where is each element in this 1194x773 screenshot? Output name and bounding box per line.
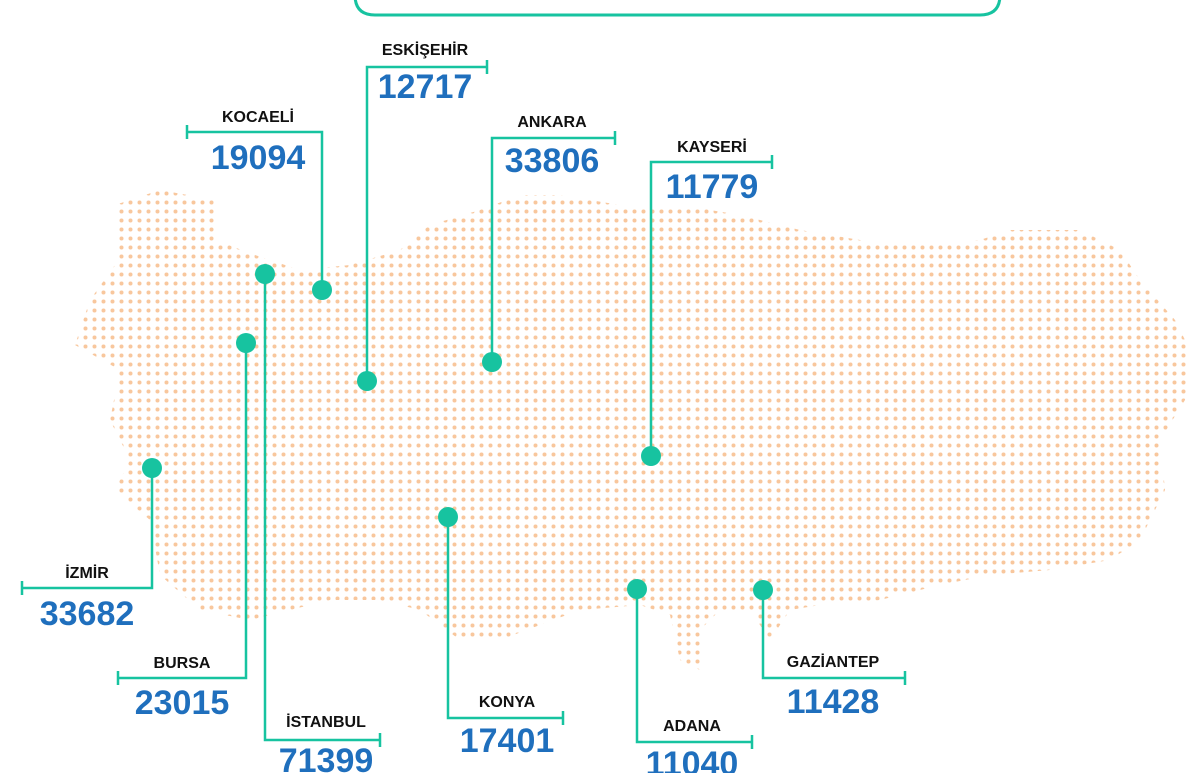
city-name: İSTANBUL	[286, 713, 366, 731]
city-name: BURSA	[154, 655, 211, 672]
city-value: 71399	[279, 742, 374, 773]
city-marker	[482, 352, 502, 372]
leader-line	[185, 125, 324, 290]
city-value: 12717	[378, 68, 473, 106]
city-name: ANKARA	[517, 114, 587, 131]
header-frame	[353, 0, 1002, 17]
city-value: 11779	[666, 168, 759, 206]
leader-line	[365, 60, 489, 381]
city-value: 33682	[40, 595, 135, 633]
leader-line	[116, 343, 248, 685]
city-name: KAYSERİ	[677, 138, 747, 156]
leader-line	[20, 468, 154, 595]
city-name: GAZİANTEP	[787, 653, 880, 671]
leader-line	[446, 517, 565, 725]
city-marker	[627, 579, 647, 599]
city-marker	[236, 333, 256, 353]
city-marker	[641, 446, 661, 466]
city-marker	[142, 458, 162, 478]
city-value: 11040	[646, 745, 739, 773]
city-name: KONYA	[479, 694, 536, 711]
city-value: 11428	[787, 683, 880, 721]
city-value: 33806	[505, 142, 600, 180]
city-value: 19094	[211, 139, 306, 177]
city-name: ESKİŞEHİR	[382, 41, 469, 59]
leader-line	[761, 590, 907, 685]
city-marker	[438, 507, 458, 527]
city-value: 23015	[135, 684, 230, 722]
city-marker	[312, 280, 332, 300]
city-marker	[753, 580, 773, 600]
leader-line	[635, 589, 754, 749]
city-value: 17401	[460, 722, 555, 760]
city-markers: ESKİŞEHİR 12717 KOCAELİ 19094 ANKARA 33806 KAY…	[20, 41, 907, 773]
city-marker	[357, 371, 377, 391]
city-marker	[255, 264, 275, 284]
leader-line	[490, 131, 617, 362]
leader-line	[263, 274, 382, 747]
city-name: İZMİR	[65, 564, 109, 582]
leader-line	[649, 155, 774, 456]
city-name: KOCAELİ	[222, 108, 294, 126]
city-name: ADANA	[663, 718, 721, 735]
